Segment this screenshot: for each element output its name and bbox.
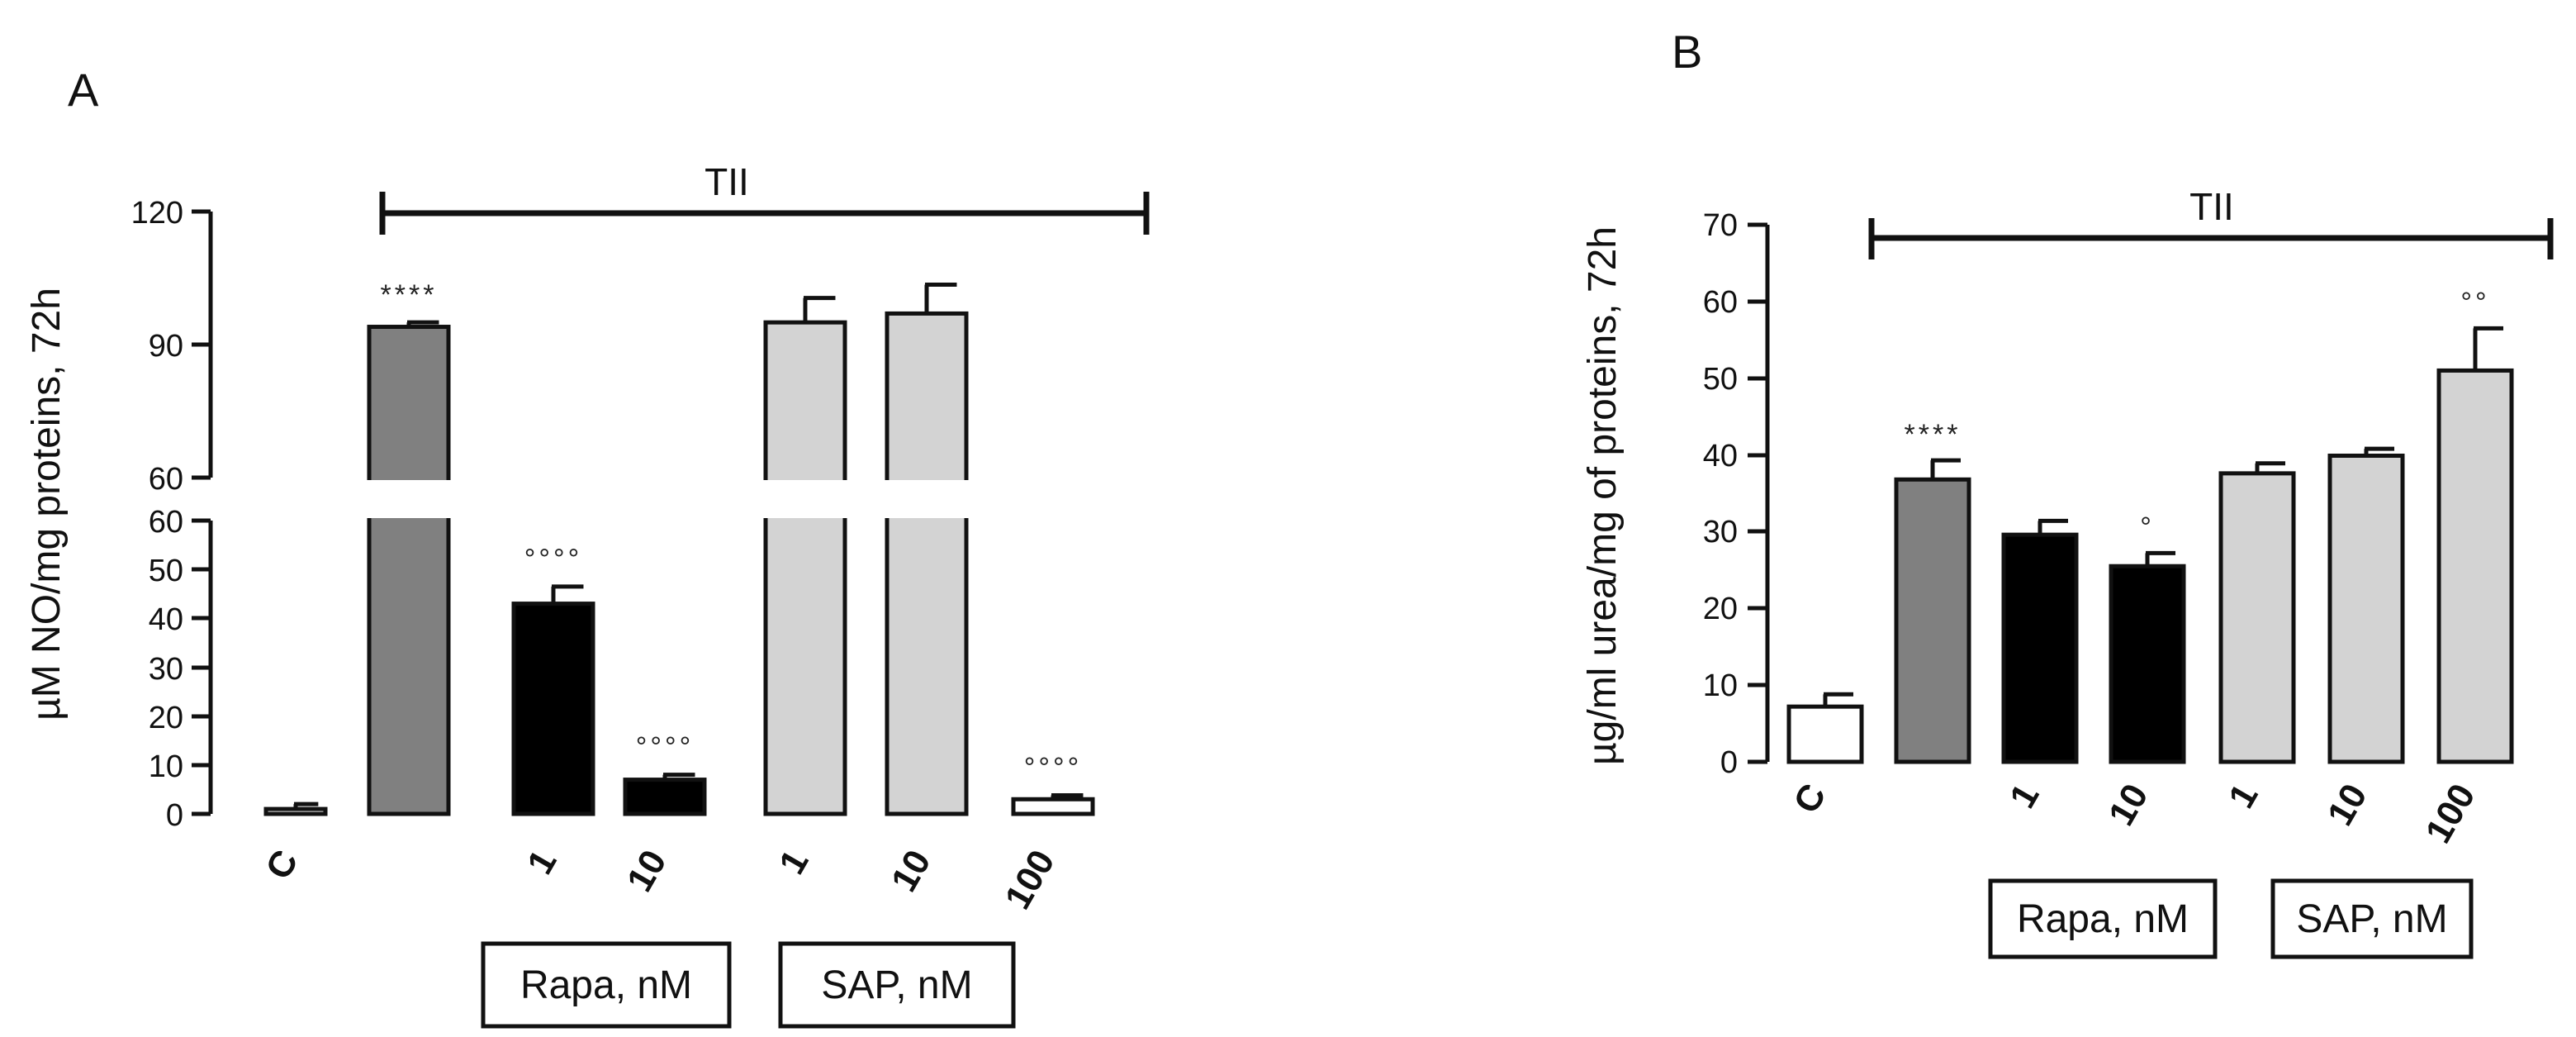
panel-a-group-sap-box <box>778 941 1016 1029</box>
panel-a-category-label: C <box>258 844 306 887</box>
panel-a-axis-break-gap <box>366 480 452 518</box>
panel-a-group-rapa-label: Rapa, nM <box>520 963 692 1007</box>
panel-a-group-rapa-box <box>481 941 732 1029</box>
panel-a-significance-mark: °°°° <box>1024 753 1082 784</box>
panel-b-bracket-label: TII <box>2189 185 2234 228</box>
panel-a: A µM NO/mg proteins, 72h 120 90 60 0 10 … <box>25 64 1150 1029</box>
panel-b-category-label: 100 <box>2418 778 2483 850</box>
panel-a-bar <box>763 320 847 816</box>
panel-a-significance-mark: °°°° <box>636 732 694 763</box>
panel-b-category-label: C <box>1786 778 1834 821</box>
panel-a-axis-break-gap <box>884 480 970 518</box>
panel-a-category-label: 10 <box>884 844 939 899</box>
panel-a-lower-tick-label: 10 <box>149 749 183 784</box>
panel-b: B µg/ml urea/mg of proteins, 72h 0 10 20… <box>1581 26 2554 959</box>
panel-b-category-label: 1 <box>2221 778 2266 816</box>
panel-b-category-label: 1 <box>2002 778 2047 816</box>
panel-a-upper-tick-label: 120 <box>131 196 183 231</box>
panel-b-group-rapa-box <box>1988 878 2218 959</box>
panel-a-category-label: 1 <box>771 844 817 882</box>
panel-b-bar <box>1786 704 1864 764</box>
panel-a-bar <box>885 311 969 816</box>
panel-b-bars: ****°°° <box>1786 287 2514 764</box>
panel-b-bar <box>2436 368 2514 764</box>
panel-a-bar <box>367 325 451 816</box>
panel-a-bar <box>623 778 707 816</box>
panel-b-group-sap-box <box>2270 878 2474 959</box>
panel-b-group-sap-label: SAP, nM <box>2296 897 2447 941</box>
panel-a-bar <box>511 602 595 816</box>
panel-a-category-labels: C 1 10 1 10 100 <box>258 844 1062 916</box>
panel-a-group-sap: SAP, nM <box>778 941 1016 1029</box>
panel-b-significance-mark: ° <box>2140 511 2155 543</box>
panel-a-y-axis-label: µM NO/mg proteins, 72h <box>25 288 69 721</box>
panel-a-upper-tick-label: 60 <box>149 462 183 497</box>
panel-b-group-rapa-label: Rapa, nM <box>2017 897 2189 941</box>
panel-b-group-sap: SAP, nM <box>2270 878 2474 959</box>
panel-a-group-rapa: Rapa, nM <box>481 941 732 1029</box>
panel-b-significance-mark: **** <box>1905 419 1962 450</box>
panel-b-group-rapa: Rapa, nM <box>1988 878 2218 959</box>
panel-a-bar <box>263 806 328 816</box>
panel-a-upper-tick-label: 90 <box>149 329 183 364</box>
panel-b-tick-label: 60 <box>1703 285 1738 320</box>
panel-a-treatment-bracket: TII <box>379 160 1150 235</box>
panel-a-lower-tick-label: 60 <box>149 505 183 540</box>
panel-a-category-label: 10 <box>619 844 675 899</box>
panel-b-tick-label: 30 <box>1703 515 1738 549</box>
panel-b-bar <box>1894 477 1971 764</box>
panel-b-tick-label: 0 <box>1720 745 1738 780</box>
panel-b-bar <box>2109 564 2186 764</box>
panel-b-y-axis-label: µg/ml urea/mg of proteins, 72h <box>1581 226 1625 765</box>
panel-b-bar <box>2327 454 2405 764</box>
panel-b-category-label: 10 <box>2320 778 2375 833</box>
panel-a-lower-tick-label: 30 <box>149 652 183 687</box>
panel-a-lower-tick-label: 0 <box>166 798 183 833</box>
panel-a-lower-ticks: 0 10 20 30 40 50 60 <box>149 505 211 833</box>
panel-b-tick-label: 70 <box>1703 208 1738 243</box>
panel-b-tick-label: 50 <box>1703 362 1738 397</box>
panel-a-lower-tick-label: 50 <box>149 554 183 588</box>
panel-a-bar <box>1011 797 1095 816</box>
panel-a-axis-break-gap <box>762 480 848 518</box>
panel-a-category-label: 1 <box>519 844 565 882</box>
panel-b-letter: B <box>1672 26 1702 78</box>
panel-a-group-sap-label: SAP, nM <box>821 963 972 1007</box>
panel-b-tick-label: 20 <box>1703 592 1738 626</box>
panel-a-lower-tick-label: 40 <box>149 602 183 637</box>
panel-b-bar <box>2001 532 2079 764</box>
panel-b-significance-mark: °° <box>2460 287 2489 318</box>
panel-b-tick-label: 40 <box>1703 439 1738 473</box>
panel-a-category-label: 100 <box>998 844 1063 916</box>
panel-b-treatment-bracket: TII <box>1868 185 2554 259</box>
panel-a-significance-mark: °°°° <box>524 544 582 575</box>
panel-a-significance-mark: **** <box>381 279 438 311</box>
panel-b-category-label: 10 <box>2101 778 2156 833</box>
panel-a-axis-break <box>205 481 216 517</box>
panel-b-bar <box>2218 471 2296 764</box>
panel-b-category-labels: C 1 10 1 10 100 <box>1786 778 2483 850</box>
panel-a-bracket-label: TII <box>704 160 749 203</box>
panel-a-lower-tick-label: 20 <box>149 701 183 735</box>
panel-a-bars: **** °°°° °°°° °°°° <box>205 279 1095 816</box>
panel-a-letter: A <box>68 64 99 116</box>
panel-b-tick-label: 10 <box>1703 668 1738 703</box>
panel-b-ticks: 0 10 20 30 40 50 60 70 <box>1703 208 1767 780</box>
